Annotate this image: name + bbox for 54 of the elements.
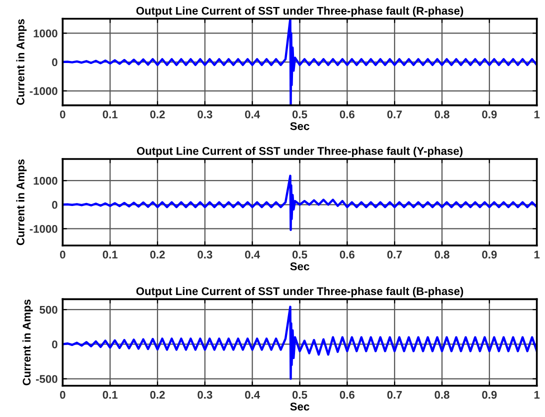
y-tick-label: 1000 [34, 176, 58, 185]
x-tick-label: 0.9 [482, 250, 497, 259]
x-tick-label: 0.1 [102, 110, 118, 118]
chart-title: Output Line Current of SST under Three-phase fault (Y-phase) [136, 146, 462, 158]
x-tick-label: 0 [60, 110, 66, 118]
x-tick-label: 0.7 [387, 250, 402, 259]
x-tick-label: 0.2 [150, 250, 165, 259]
y-tick-label: 0 [52, 340, 58, 348]
chart-title: Output Line Current of SST under Three-phase fault (R-phase) [136, 6, 464, 17]
x-tick-label: 0.6 [340, 250, 354, 259]
x-tick-label: 0.1 [102, 250, 118, 259]
x-tick-label: 0.6 [340, 390, 354, 399]
x-tick-label: 0 [60, 250, 66, 259]
x-axis-title: Sec [290, 262, 310, 270]
y-tick-label: 0 [52, 58, 58, 66]
x-tick-label: 0.5 [292, 250, 308, 259]
x-tick-label: 0.8 [434, 390, 450, 399]
y-tick-label: 1000 [34, 29, 58, 38]
y-axis-title: Current in Amps [16, 159, 27, 246]
x-tick-label: 0.7 [387, 110, 402, 118]
x-tick-label: 1 [534, 250, 540, 258]
x-tick-label: 1 [534, 390, 540, 399]
x-tick-label: 0.7 [387, 390, 402, 399]
x-tick-label: 0.2 [150, 110, 165, 118]
chart-title: Output Line Current of SST under Three-phase fault (B-phase) [136, 286, 464, 298]
x-tick-label: 0.4 [245, 250, 260, 259]
x-tick-label: 0.4 [245, 390, 260, 399]
x-tick-label: 0.3 [198, 110, 212, 118]
y-tick-label: 500 [40, 306, 58, 314]
x-tick-label: 0.8 [434, 250, 450, 259]
x-tick-label: 1 [534, 110, 540, 118]
y-axis-title: Current in Amps [16, 19, 27, 105]
x-tick-label: 0.8 [434, 110, 450, 118]
line-series [62, 174, 537, 231]
x-tick-label: 0.5 [292, 110, 308, 118]
x-tick-label: 0.9 [482, 390, 497, 399]
x-tick-label: 0.2 [150, 390, 165, 399]
y-tick-label: 0 [52, 200, 58, 209]
x-axis-title: Sec [290, 122, 310, 130]
x-axis-title: Sec [290, 402, 310, 410]
x-tick-label: 0.1 [102, 390, 118, 399]
y-axis-title: Current in Amps [22, 300, 33, 386]
x-tick-label: 0.3 [198, 250, 212, 259]
line-series [62, 18, 537, 106]
x-tick-label: 0 [60, 390, 66, 399]
line-series [62, 306, 537, 380]
y-tick-label: -500 [36, 375, 58, 383]
x-tick-label: 0.5 [292, 390, 308, 399]
y-tick-label: -1000 [30, 87, 58, 96]
x-tick-label: 0.3 [198, 390, 212, 399]
x-tick-label: 0.6 [340, 110, 354, 118]
x-tick-label: 0.9 [482, 110, 497, 118]
y-tick-label: -1000 [30, 224, 58, 233]
x-tick-label: 0.4 [245, 110, 260, 118]
